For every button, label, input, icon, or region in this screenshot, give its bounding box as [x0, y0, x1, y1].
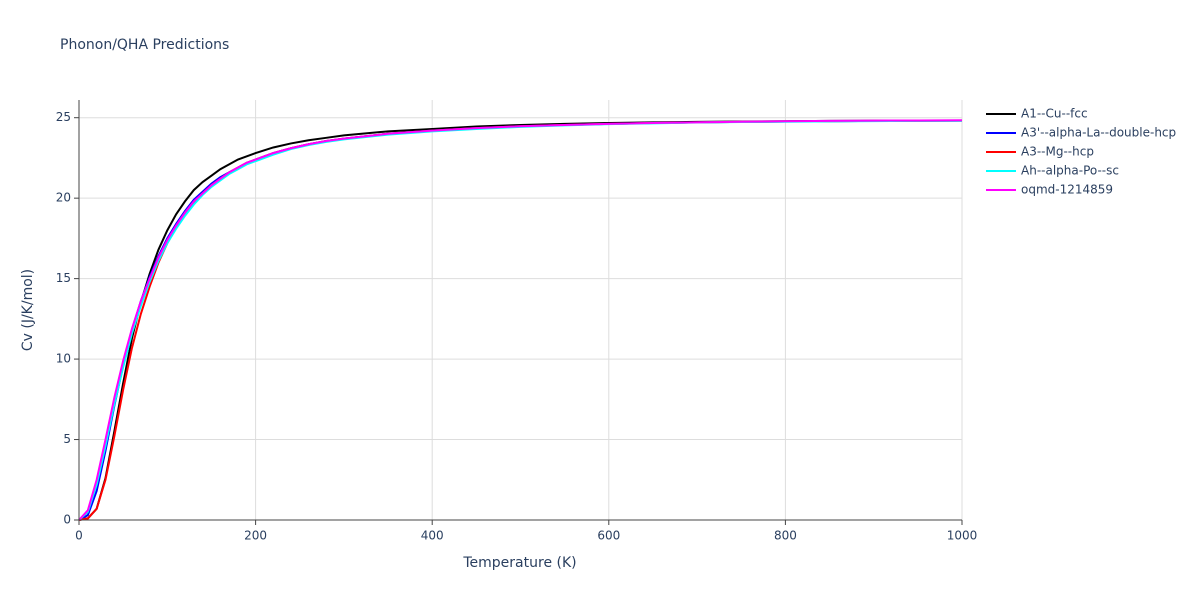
- chart-title: Phonon/QHA Predictions: [60, 37, 229, 53]
- y-axis-label: Cv (J/K/mol): [20, 269, 36, 351]
- legend-label[interactable]: A1--Cu--fcc: [1021, 107, 1088, 121]
- x-tick-label: 600: [597, 529, 620, 543]
- x-tick-label: 1000: [947, 529, 978, 543]
- y-tick-label: 5: [63, 432, 71, 446]
- y-tick-label: 20: [56, 191, 71, 205]
- legend-label[interactable]: A3'--alpha-La--double-hcp: [1021, 126, 1176, 140]
- series-line: [78, 119, 963, 521]
- grid: 0 5 10 15 20 25 0 200 400 600 800 1000: [56, 100, 978, 543]
- legend: A1--Cu--fcc A3'--alpha-La--double-hcp A3--…: [986, 107, 1176, 197]
- x-tick-label: 800: [774, 529, 797, 543]
- legend-label[interactable]: A3--Mg--hcp: [1021, 145, 1094, 159]
- x-tick-label: 0: [75, 529, 83, 543]
- x-tick-label: 400: [421, 529, 444, 543]
- x-tick-label: 200: [244, 529, 267, 543]
- x-axis-label: Temperature (K): [462, 555, 576, 571]
- legend-label[interactable]: oqmd-1214859: [1021, 183, 1113, 197]
- y-tick-label: 10: [56, 352, 71, 366]
- legend-label[interactable]: Ah--alpha-Po--sc: [1021, 164, 1119, 178]
- lines: [78, 119, 963, 521]
- y-tick-label: 25: [56, 110, 71, 124]
- y-tick-label: 0: [63, 513, 71, 527]
- y-tick-label: 15: [56, 271, 71, 285]
